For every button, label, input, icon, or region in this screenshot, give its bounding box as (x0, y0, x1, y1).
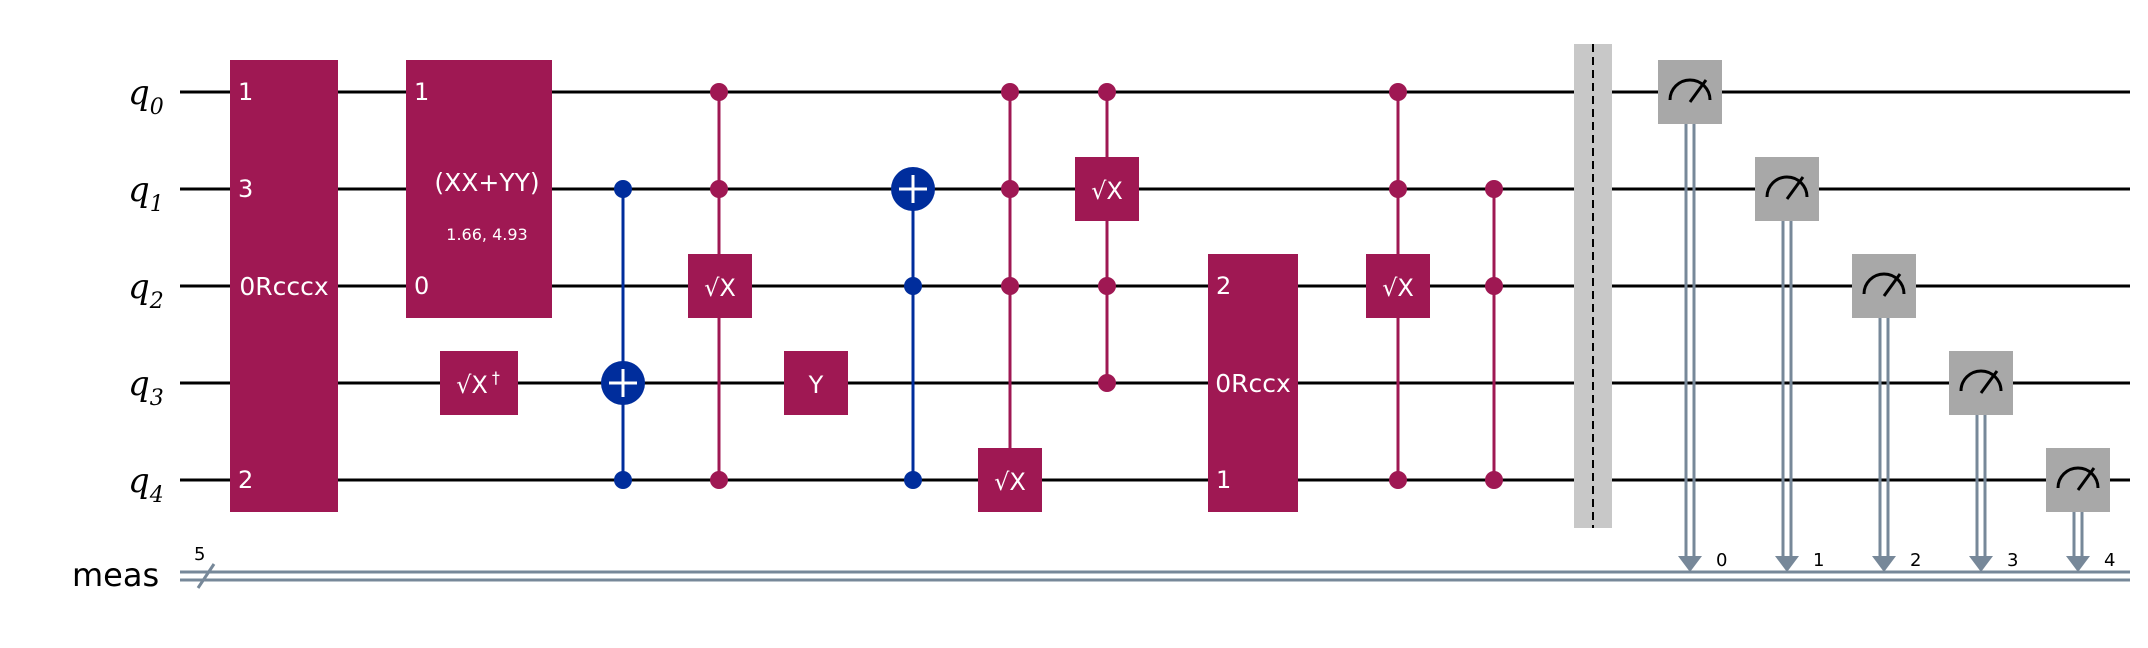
measure-bit-label: 0 (1716, 550, 1727, 571)
measure-box (2046, 448, 2110, 512)
sx-gate-label: √X (1382, 274, 1414, 302)
sx-gate-label: √X (1091, 177, 1123, 205)
wire-labels: q0 q1 q2 q3 q4 meas (72, 73, 164, 594)
control-dot-icon (1389, 180, 1407, 198)
meter-arc-arrow-icon (2056, 466, 2100, 491)
meter-arc-arrow-icon (1765, 175, 1809, 200)
y-gate: Y (784, 351, 848, 415)
control-dot-icon (614, 471, 632, 489)
toffoli-gate-1 (601, 180, 645, 489)
control-dot-icon (1098, 374, 1116, 392)
xx-plus-yy-gate: 1 0 (XX+YY) 1.66, 4.93 (406, 60, 552, 318)
measure-gate-q4: 4 (2046, 448, 2115, 572)
meter-arc-arrow-icon (1668, 78, 1712, 103)
qubit-label-q2: q2 (128, 267, 164, 314)
control-dot-icon (1485, 277, 1503, 295)
qubit-label-q4: q4 (128, 461, 164, 508)
xx-plus-yy-pin-q0: 1 (414, 78, 429, 106)
rcccx-pin-q4: 2 (238, 466, 253, 494)
sx-gate-box (1075, 157, 1139, 221)
arrow-down-icon (1872, 556, 1896, 572)
measure-bit-label: 3 (2007, 550, 2018, 571)
rccx-gate: 2 1 0Rccx (1208, 254, 1298, 512)
control-dot-icon (1098, 277, 1116, 295)
xx-plus-yy-pin-q2: 0 (414, 272, 429, 300)
measure-bit-label: 4 (2104, 550, 2115, 571)
circle-plus-icon (891, 167, 935, 211)
xx-plus-yy-gate-box (406, 60, 552, 318)
control-dot-icon (904, 277, 922, 295)
ccz-gate (1485, 180, 1503, 489)
qubit-label-q1: q1 (128, 170, 164, 217)
rcccx-pin-q1: 3 (238, 175, 253, 203)
rcccx-gate-box (230, 60, 338, 512)
measure-bit-label: 2 (1910, 550, 1921, 571)
rccx-pin-q2: 2 (1216, 272, 1231, 300)
sx-dagger-gate: √X † (440, 351, 518, 415)
control-dot-icon (1485, 471, 1503, 489)
control-dot-icon (710, 83, 728, 101)
measure-bit-label: 1 (1813, 550, 1824, 571)
sx-gate-label: √X (704, 274, 736, 302)
qubit-label-q0: q0 (128, 73, 164, 120)
control-dot-icon (710, 180, 728, 198)
controlled-sx-gate-2: √X (978, 83, 1042, 512)
sx-gate-box (978, 448, 1042, 512)
sx-gate-label: √X (994, 468, 1026, 496)
control-dot-icon (1098, 83, 1116, 101)
classical-register-label: meas (72, 556, 159, 594)
slash-icon (196, 563, 216, 589)
qubit-label-q3: q3 (128, 364, 164, 411)
measure-gate-q0: 0 (1658, 60, 1727, 572)
rccx-gate-label: 0Rccx (1215, 369, 1291, 398)
control-dot-icon (1001, 180, 1019, 198)
controlled-sx-gate-1: √X (688, 83, 752, 489)
barrier (1574, 44, 1612, 528)
control-dot-icon (1389, 83, 1407, 101)
measure-box (1949, 351, 2013, 415)
xx-plus-yy-gate-label: (XX+YY) (434, 168, 539, 197)
controlled-sx-gate-4: √X (1366, 83, 1430, 489)
arrow-down-icon (1775, 556, 1799, 572)
toffoli-gate-2 (891, 167, 935, 489)
controlled-sx-gate-3: √X (1075, 83, 1139, 392)
control-dot-icon (1001, 83, 1019, 101)
sx-dagger-gate-label: √X † (456, 368, 500, 399)
arrow-down-icon (1678, 556, 1702, 572)
arrow-down-icon (1969, 556, 1993, 572)
meter-arc-arrow-icon (1862, 272, 1906, 297)
control-dot-icon (1485, 180, 1503, 198)
rcccx-pin-q0: 1 (238, 78, 253, 106)
arrow-down-icon (2066, 556, 2090, 572)
measure-box (1658, 60, 1722, 124)
xx-plus-yy-gate-params: 1.66, 4.93 (446, 225, 527, 244)
meter-arc-arrow-icon (1959, 369, 2003, 394)
sx-gate-box (688, 254, 752, 318)
rccx-gate-box (1208, 254, 1298, 512)
sx-gate-box (1366, 254, 1430, 318)
y-gate-box (784, 351, 848, 415)
circle-plus-icon (601, 361, 645, 405)
rccx-pin-q4: 1 (1216, 466, 1231, 494)
measure-gate-q3: 3 (1949, 351, 2018, 572)
measure-gate-q2: 2 (1852, 254, 1921, 572)
control-dot-icon (614, 180, 632, 198)
measure-box (1755, 157, 1819, 221)
control-dot-icon (710, 471, 728, 489)
control-dot-icon (1001, 277, 1019, 295)
rcccx-gate-label: 0Rcccx (239, 272, 328, 301)
sx-dagger-gate-box (440, 351, 518, 415)
rcccx-gate: 1 3 2 0Rcccx (230, 60, 338, 512)
control-dot-icon (1389, 471, 1407, 489)
classical-register-size: 5 (194, 544, 205, 565)
measurements: 0 1 2 3 4 (1658, 60, 2115, 572)
measure-box (1852, 254, 1916, 318)
y-gate-label: Y (808, 371, 824, 399)
classical-wire: 5 (180, 544, 2130, 589)
measure-gate-q1: 1 (1755, 157, 1824, 572)
control-dot-icon (904, 471, 922, 489)
